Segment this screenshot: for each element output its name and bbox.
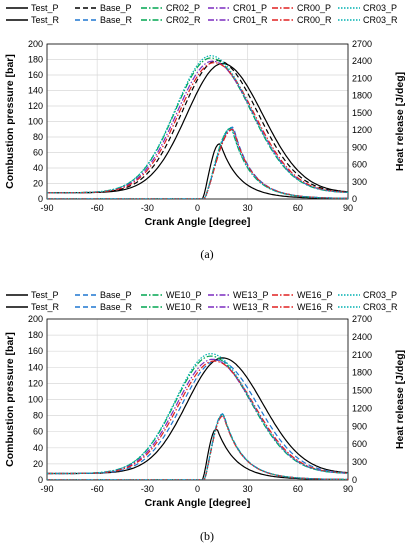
legend-label: Test_P [31,3,59,13]
y2-tick-label: 1200 [352,403,372,413]
legend-label: CR01_R [233,15,268,25]
legend-label: CR03_P [363,290,397,300]
legend-label: WE16_R [297,302,334,312]
chart-a: Test_P Base_P CR02_P CR01_P CR00_P CR03_P Test… [4,3,406,261]
legend-label: Base_R [100,302,133,312]
legend-label: CR03_P [363,3,397,13]
y2-tick-label: 300 [352,177,367,187]
legend-label: CR00_P [297,3,331,13]
y-tick-label: 100 [28,395,43,405]
y2-tick-label: 300 [352,457,367,467]
series-line [47,128,348,199]
series-line [47,413,348,480]
legend-label: WE13_R [233,302,270,312]
y2-tick-label: 0 [352,194,357,204]
y-tick-label: 120 [28,378,43,388]
y2-tick-label: 1800 [352,368,372,378]
y2-tick-label: 600 [352,160,367,170]
series-line [47,360,348,475]
x-tick-label: -30 [141,203,154,213]
y-tick-label: 60 [33,427,43,437]
legend-label: Base_P [100,290,132,300]
legend-label: Base_R [100,15,133,25]
x-tick-label: -90 [40,203,53,213]
legend-label: CR03_R [363,15,398,25]
y-axis-title: Combustion pressure [bar] [4,332,16,467]
y-tick-label: 160 [28,346,43,356]
y-tick-label: 180 [28,330,43,340]
y-tick-label: 80 [33,132,43,142]
legend-label: CR03_R [363,302,398,312]
x-tick-label: -90 [40,484,53,494]
y-tick-label: 60 [33,148,43,158]
legend-label: CR02_R [166,15,201,25]
figure-caption: (a) [200,247,213,261]
y-tick-label: 160 [28,70,43,80]
y-tick-label: 140 [28,86,43,96]
x-tick-label: -60 [91,484,104,494]
y-tick-label: 0 [38,194,43,204]
chart-b: Test_P Base_P WE10_P WE13_P WE16_P CR03_P Test… [4,290,406,543]
y2-tick-label: 2700 [352,314,372,324]
y-tick-label: 140 [28,362,43,372]
series-line [47,143,348,199]
y-tick-label: 200 [28,314,43,324]
y-tick-label: 40 [33,163,43,173]
legend-label: CR00_R [297,15,332,25]
y2-tick-label: 600 [352,439,367,449]
x-tick-label: 0 [195,484,200,494]
legend-label: WE10_R [166,302,203,312]
y-tick-label: 200 [28,39,43,49]
y2-axis-title: Heat release [J/deg] [394,350,406,449]
legend-label: Base_P [100,3,132,13]
y2-tick-label: 1500 [352,108,372,118]
y-tick-label: 20 [33,459,43,469]
y2-tick-label: 2100 [352,73,372,83]
legend-label: CR01_P [233,3,267,13]
x-axis-title: Crank Angle [degree] [145,497,251,509]
y2-tick-label: 1200 [352,125,372,135]
legend-label: Test_R [31,302,60,312]
series-line [47,62,348,194]
x-tick-label: 30 [243,203,253,213]
y2-tick-label: 2400 [352,332,372,342]
legend-label: WE13_P [233,290,269,300]
series-line [47,353,348,475]
y-tick-label: 80 [33,411,43,421]
x-tick-label: 60 [293,203,303,213]
x-tick-label: 90 [343,484,353,494]
x-tick-label: 30 [243,484,253,494]
y2-tick-label: 1800 [352,91,372,101]
y-tick-label: 0 [38,475,43,485]
y2-tick-label: 1500 [352,386,372,396]
y2-tick-label: 900 [352,421,367,431]
figure-caption: (b) [200,529,214,543]
legend-label: WE10_P [166,290,202,300]
y2-tick-label: 0 [352,475,357,485]
x-tick-label: 90 [343,203,353,213]
x-tick-label: -30 [141,484,154,494]
y-tick-label: 40 [33,443,43,453]
y2-tick-label: 2700 [352,39,372,49]
legend-label: Test_R [31,15,60,25]
y2-tick-label: 900 [352,142,367,152]
y2-tick-label: 2100 [352,350,372,360]
y-tick-label: 120 [28,101,43,111]
x-axis-title: Crank Angle [degree] [145,216,251,228]
y2-tick-label: 2400 [352,56,372,66]
legend-label: WE16_P [297,290,333,300]
legend-label: Test_P [31,290,59,300]
x-tick-label: -60 [91,203,104,213]
x-tick-label: 60 [293,484,303,494]
y-tick-label: 100 [28,117,43,127]
y-axis-title: Combustion pressure [bar] [4,54,16,189]
y2-axis-title: Heat release [J/deg] [394,72,406,171]
y-tick-label: 20 [33,179,43,189]
legend-label: CR02_P [166,3,200,13]
x-tick-label: 0 [195,203,200,213]
y-tick-label: 180 [28,55,43,65]
